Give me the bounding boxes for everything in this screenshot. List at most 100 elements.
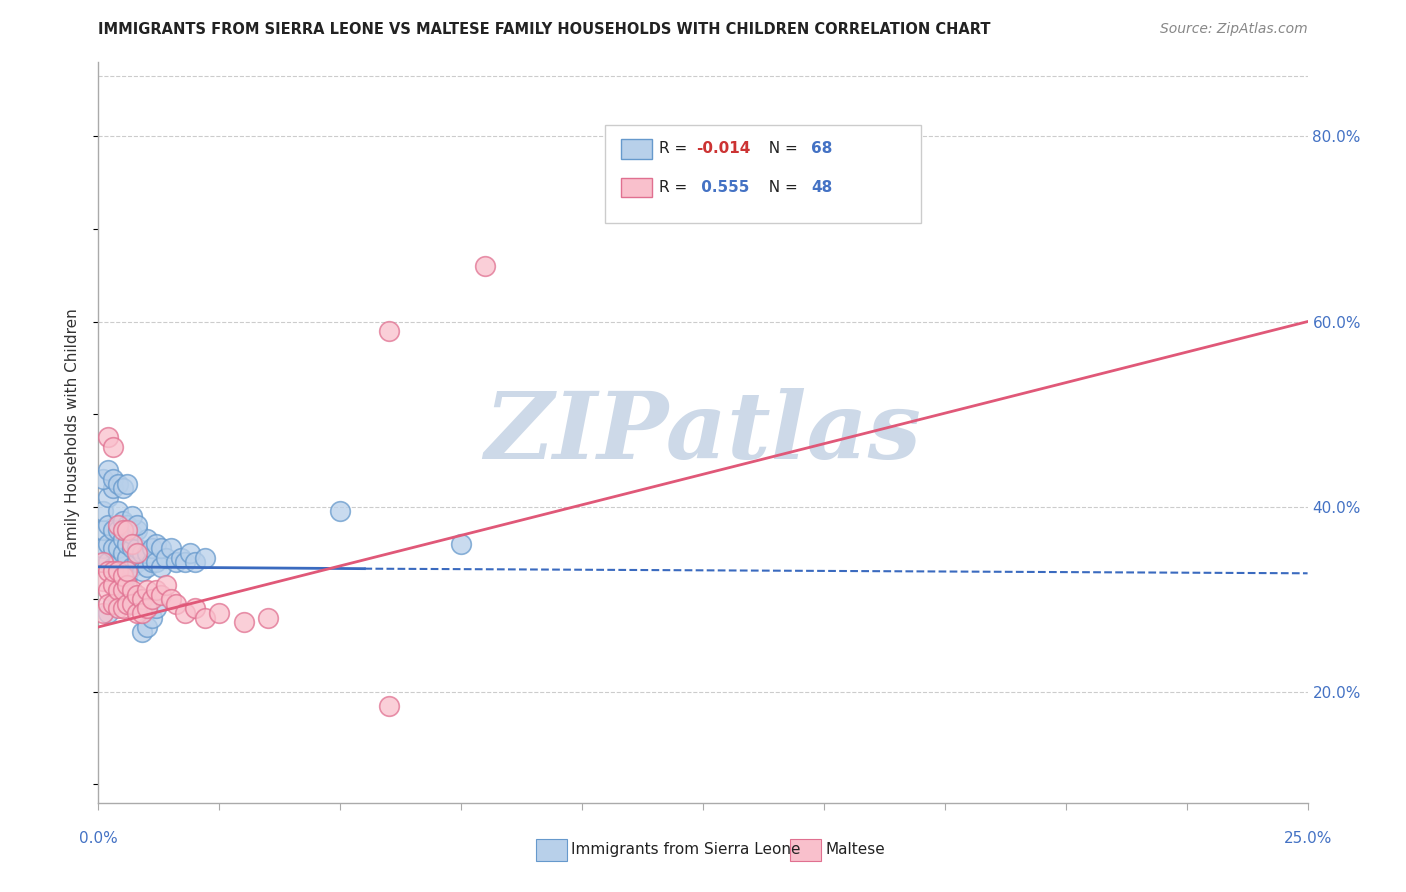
Text: 68: 68 [811,142,832,156]
Point [107,518,129,533]
Point [121,541,143,556]
Point [117,597,139,611]
Point [101,472,124,486]
Point [169,550,191,565]
Text: Immigrants from Sierra Leone: Immigrants from Sierra Leone [571,842,800,856]
Point [91,541,114,556]
Point [377,698,399,713]
Point [101,523,124,537]
Point [107,476,129,491]
Point [145,555,167,569]
Point [101,440,124,454]
Text: 0.0%: 0.0% [79,831,118,847]
Point [135,532,157,546]
Point [329,504,352,518]
Point [165,555,187,569]
Point [107,582,129,597]
Text: -0.014: -0.014 [696,142,751,156]
Point [111,565,134,579]
Point [111,582,134,597]
Point [155,550,177,565]
Point [107,601,129,615]
Y-axis label: Family Households with Children: Family Households with Children [65,309,80,557]
Point [101,481,124,495]
Point [117,518,139,533]
Point [97,555,120,569]
Text: 0.555: 0.555 [696,180,749,194]
Point [145,536,167,550]
Point [160,541,183,556]
Point [165,597,187,611]
Point [160,592,183,607]
Point [111,578,134,592]
Point [155,578,177,592]
Point [184,555,207,569]
Point [91,555,114,569]
Point [91,606,114,620]
Point [131,546,153,560]
Point [127,555,149,569]
Point [121,508,143,523]
Text: N =: N = [759,180,803,194]
Point [135,620,157,634]
Point [127,518,149,533]
Point [97,565,120,579]
Point [256,610,278,624]
Point [145,601,167,615]
Point [97,491,120,505]
Point [127,541,149,556]
Point [131,624,153,639]
Point [117,476,139,491]
Point [131,606,153,620]
Point [91,523,114,537]
Point [174,606,197,620]
Point [107,555,129,569]
Point [117,578,139,592]
Point [107,541,129,556]
Point [121,536,143,550]
Point [150,559,173,574]
Point [111,546,134,560]
Point [91,574,114,588]
Point [174,555,197,569]
Point [117,569,139,583]
Point [131,592,153,607]
Text: Maltese: Maltese [825,842,884,856]
Point [101,578,124,592]
Point [97,536,120,550]
Point [150,541,173,556]
Point [179,546,201,560]
Point [141,610,163,624]
Text: 25.0%: 25.0% [1284,831,1331,847]
Point [135,582,157,597]
Point [111,532,134,546]
Point [97,462,120,476]
Point [101,597,124,611]
Point [474,259,496,273]
Point [377,324,399,338]
Point [101,559,124,574]
Point [194,550,217,565]
Point [127,606,149,620]
Point [97,597,120,611]
Point [135,559,157,574]
Text: ZIPatlas: ZIPatlas [485,388,921,477]
Point [121,597,143,611]
Text: Source: ZipAtlas.com: Source: ZipAtlas.com [1160,22,1308,37]
Point [127,588,149,602]
Point [101,541,124,556]
Text: R =: R = [659,142,693,156]
Point [150,588,173,602]
Point [111,601,134,615]
Point [121,582,143,597]
Point [208,606,231,620]
Point [117,536,139,550]
Point [97,582,120,597]
Point [194,610,217,624]
Point [127,523,149,537]
Point [117,597,139,611]
Point [111,569,134,583]
Point [121,592,143,607]
Point [135,546,157,560]
Point [111,481,134,495]
